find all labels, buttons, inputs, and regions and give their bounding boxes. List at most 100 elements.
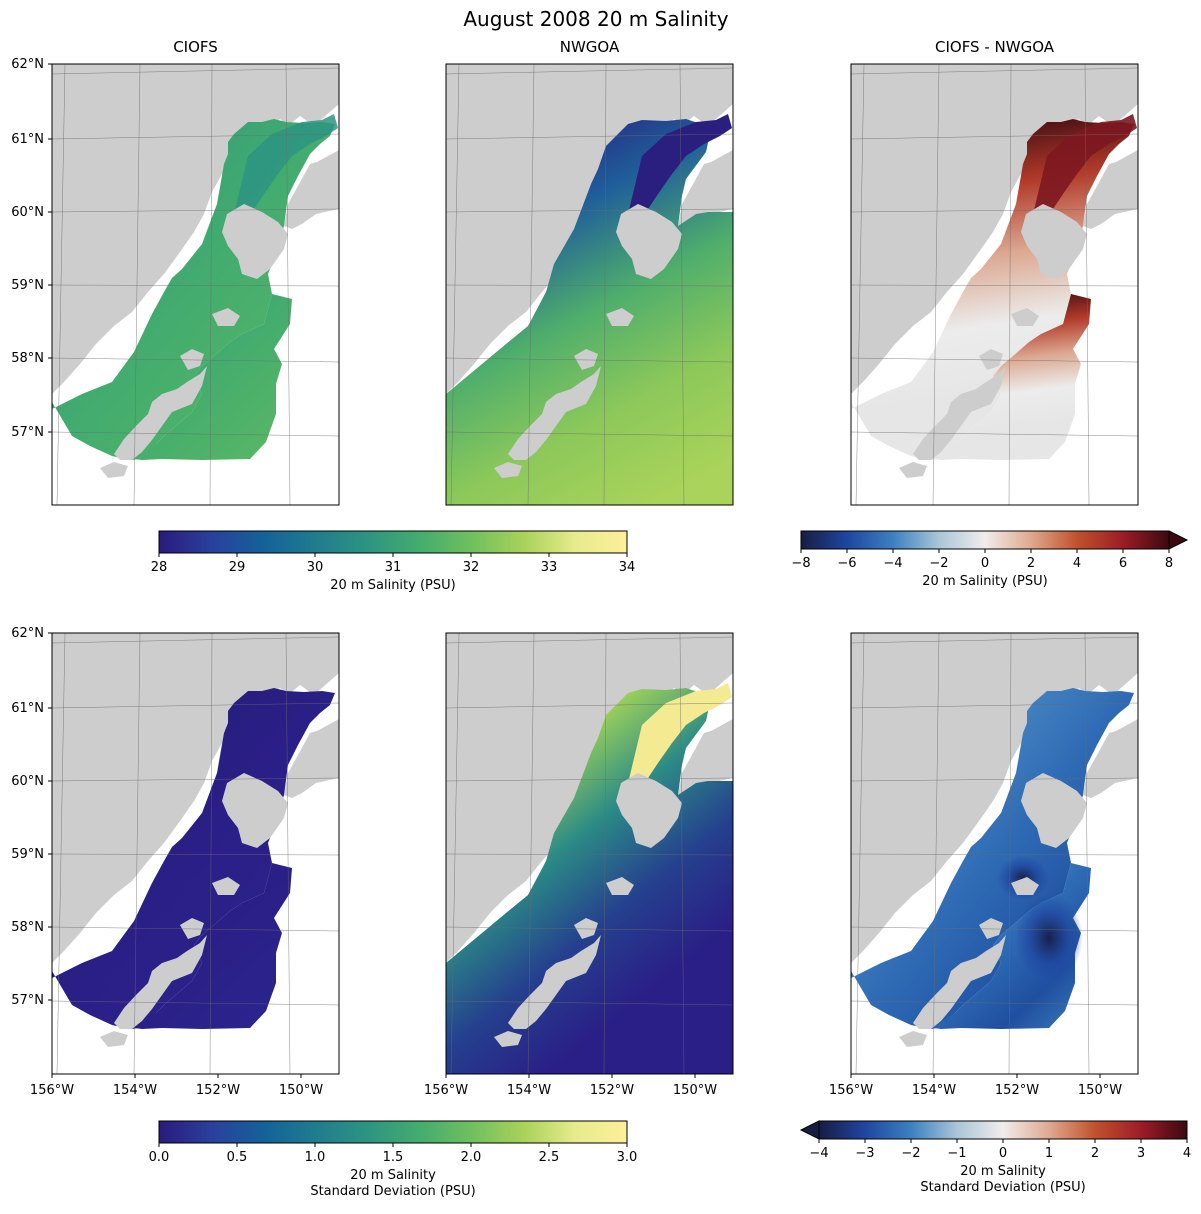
graticule-line [855, 633, 865, 1074]
colorbar-cb1: 28 29 30 31 32 33 34 20 m Salinity (PSU) [151, 530, 636, 593]
land-island [222, 773, 288, 848]
colorbar-tick-label: −4 [883, 556, 902, 571]
graticule-line [285, 64, 291, 505]
graticule-line [446, 1000, 733, 1006]
lat-tick-label: 59°N [11, 847, 44, 862]
land-island [913, 366, 1006, 460]
map-frame [850, 63, 1139, 506]
land-island [222, 204, 288, 279]
graticule-line [56, 633, 66, 1074]
panel-title: CIOFS - NWGOA [935, 38, 1055, 56]
land-island [1011, 877, 1039, 895]
graticule-line [851, 133, 1138, 140]
land-island [899, 1031, 927, 1047]
land-island [606, 877, 634, 895]
colorbar-gradient [800, 530, 1170, 550]
graticule-line [851, 702, 1138, 709]
graticule-line [446, 926, 733, 932]
land-island [508, 935, 601, 1029]
colorbar-tick-label: −2 [929, 556, 948, 571]
map-panel-p2: CIOFS - NWGOA [850, 38, 1139, 506]
graticule-line [56, 64, 66, 505]
map-panel-p0: CIOFS 62°N 61°N 60°N 59°N 58°N 57°N [11, 38, 340, 506]
land-island [616, 773, 682, 848]
colorbar-tick-label: 3 [1137, 1146, 1145, 1161]
colorbar-tick-label: 1.0 [305, 1150, 326, 1165]
colorbar-label: 20 m Salinity [350, 1168, 436, 1183]
land-mainland [851, 633, 1138, 963]
graticule-line [446, 431, 733, 437]
salinity-field [52, 688, 335, 1029]
colorbar-extend-arrow [1168, 530, 1189, 550]
colorbar-tick-label: 2.0 [461, 1150, 482, 1165]
panels-layer: CIOFS 62°N 61°N 60°N 59°N 58°N 57°N NWGOA CIOFS … [11, 38, 1139, 1098]
colorbar-tick-label: 28 [151, 560, 168, 575]
lon-tick-label: 152°W [196, 1083, 240, 1098]
land-island [180, 918, 204, 939]
graticule-line [450, 633, 460, 1074]
graticule-line [851, 926, 1138, 932]
colorbar-tick-label: 6 [1119, 556, 1127, 571]
colorbar-tick-label: −4 [809, 1146, 828, 1161]
lat-tick-label: 62°N [11, 626, 44, 641]
colorbar-label-line2: Standard Deviation (PSU) [310, 1184, 475, 1199]
graticule-line [1084, 633, 1090, 1074]
colorbar-label-line2: Standard Deviation (PSU) [920, 1180, 1085, 1195]
graticule-line [209, 64, 213, 505]
lat-tick-label: 61°N [11, 132, 44, 147]
map-panel-p1: NWGOA [445, 38, 734, 506]
land-island [494, 462, 522, 478]
graticule-line [851, 67, 1138, 75]
graticule-line [52, 777, 339, 782]
graticule-line [851, 1000, 1138, 1006]
colorbar-tick-label: 2.5 [539, 1150, 560, 1165]
land-island [1021, 204, 1087, 279]
panel-title: NWGOA [560, 38, 620, 56]
colorbar-tick-label: 1.5 [383, 1150, 404, 1165]
graticule-line [209, 633, 213, 1074]
graticule-line [52, 431, 339, 437]
lon-tick-label: 156°W [424, 1083, 468, 1098]
colorbar-extend-arrow [799, 1120, 820, 1140]
lat-tick-label: 57°N [11, 425, 44, 440]
colorbar-tick-label: 1 [1045, 1146, 1053, 1161]
colorbar-tick-label: 33 [541, 560, 558, 575]
lon-tick-label: 150°W [279, 1083, 323, 1098]
graticule-line [52, 284, 339, 287]
map-frame [445, 632, 734, 1075]
salinity-field [851, 119, 1134, 460]
graticule-line [679, 633, 685, 1074]
colorbar-tick-label: −2 [901, 1146, 920, 1161]
graticule-line [133, 64, 141, 505]
colorbar-tick-label: 31 [385, 560, 402, 575]
colorbar-tick-label: 0 [981, 556, 989, 571]
salinity-field [52, 119, 335, 460]
lon-tick-label: 150°W [1078, 1083, 1122, 1098]
land-island [212, 877, 240, 895]
negative-anomaly [1015, 894, 1083, 982]
colorbar-tick-label: −1 [947, 1146, 966, 1161]
colorbar-label: 20 m Salinity [960, 1164, 1046, 1179]
land-island [100, 462, 128, 478]
map-frame [445, 63, 734, 506]
graticule-line [1084, 64, 1090, 505]
graticule-line [446, 636, 733, 644]
colorbar-tick-label: 34 [619, 560, 636, 575]
land-island [100, 1031, 128, 1047]
map-panel-p3: 62°N 61°N 60°N 59°N 58°N 57°N 156°W 154°W 152°W 1… [11, 626, 340, 1098]
colorbar-tick-label: 0.5 [227, 1150, 248, 1165]
graticule-line [52, 1000, 339, 1006]
lon-tick-label: 152°W [995, 1083, 1039, 1098]
colorbar-label: 20 m Salinity (PSU) [922, 574, 1047, 589]
colorbar-gradient [158, 1120, 628, 1144]
lon-tick-label: 152°W [590, 1083, 634, 1098]
salinity-field [851, 688, 1134, 1029]
upper-inlet-field [629, 683, 732, 793]
colorbar-tick-label: 3.0 [617, 1150, 638, 1165]
graticule-line [851, 853, 1138, 856]
lon-tick-label: 156°W [30, 1083, 74, 1098]
colorbar-tick-label: 30 [307, 560, 324, 575]
